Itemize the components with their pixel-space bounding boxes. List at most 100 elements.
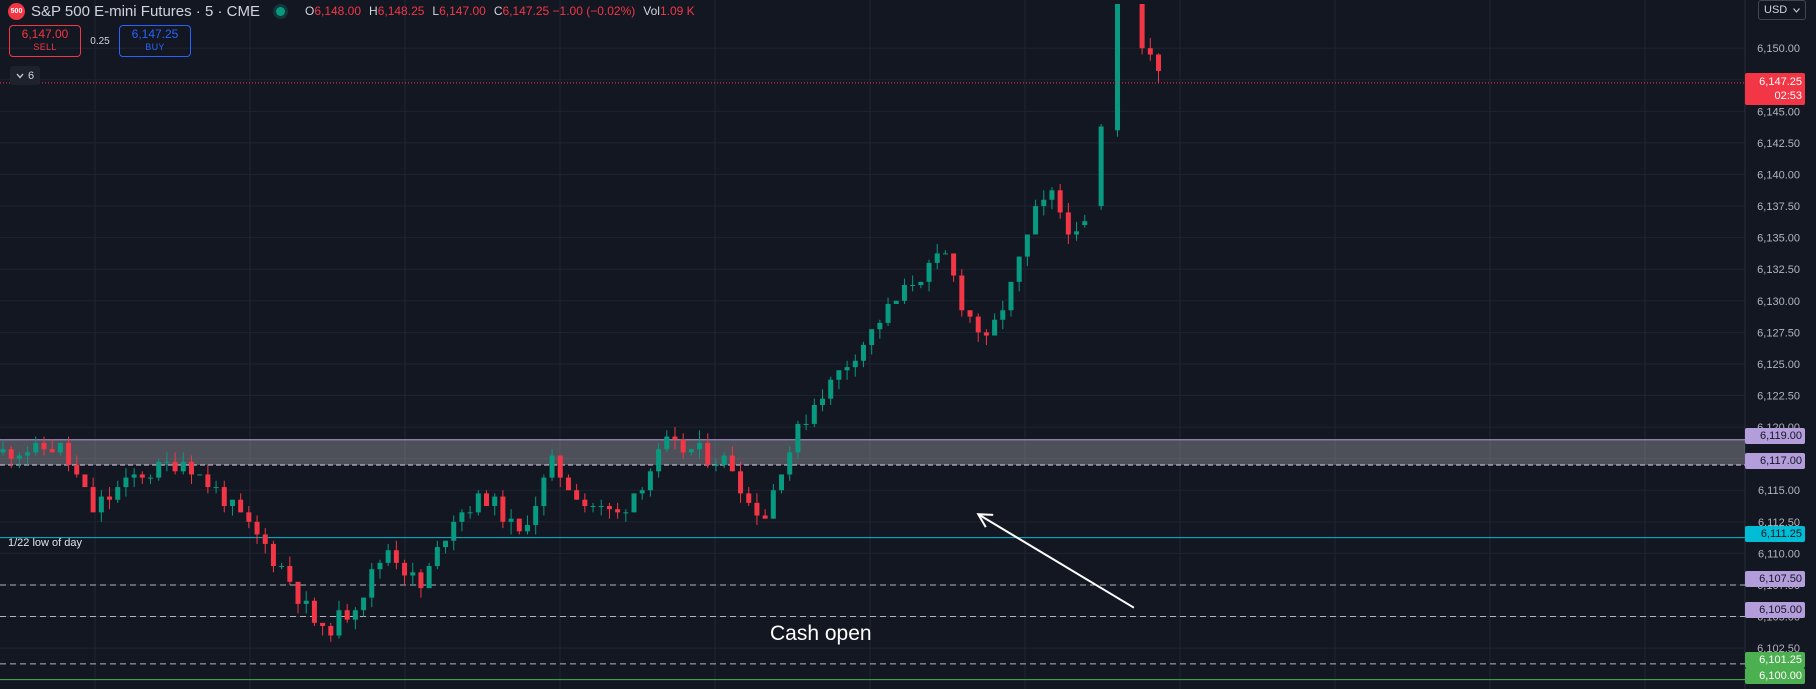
level-6100-label: 6,100.00 [1745, 668, 1805, 684]
candle-body [803, 423, 809, 425]
candle-body [983, 332, 989, 336]
candle-body [852, 360, 858, 368]
price-axis-tick: 6,150.00 [1757, 43, 1800, 55]
candle-body [639, 490, 645, 494]
close-value: 6,147.25 −1.00 (−0.02%) [502, 4, 636, 18]
currency-label: USD [1764, 4, 1788, 16]
candle-body [0, 449, 6, 453]
low-of-day-price-label: 6,111.25 [1745, 526, 1805, 542]
candle-body [156, 461, 162, 478]
candle-body [377, 562, 383, 570]
price-axis-tick: 6,122.50 [1757, 391, 1800, 403]
candle-body [115, 487, 121, 500]
candle-body [885, 303, 891, 323]
candle-body [656, 449, 662, 472]
candle-body [98, 496, 104, 513]
candle-body [1074, 231, 1080, 235]
currency-selector[interactable]: USD [1758, 0, 1806, 20]
candle-body [434, 547, 440, 567]
candle-body [188, 461, 194, 475]
candle-body [8, 449, 14, 459]
low-value: 6,147.00 [439, 4, 486, 18]
candle-body [418, 572, 424, 589]
candle-body [705, 442, 711, 465]
buy-button[interactable]: 6,147.25 BUY [119, 25, 191, 57]
candle-body [328, 626, 334, 636]
candle-body [180, 461, 186, 472]
candle-body [164, 461, 170, 463]
candle-body [492, 496, 498, 507]
candle-body [1139, 4, 1145, 49]
market-status-icon[interactable] [275, 6, 285, 16]
candle-body [238, 499, 244, 513]
candle-body [33, 442, 39, 453]
candle-body [664, 436, 670, 450]
candle-body [74, 464, 80, 475]
candle-body [811, 404, 817, 424]
candle-body [254, 521, 260, 535]
candle-body [123, 477, 129, 488]
level-61013-label: 6,101.25 [1745, 652, 1805, 668]
symbol-legend: 500 S&P 500 E-mini Futures · 5 · CME O 6,… [8, 0, 695, 22]
candle-body [66, 442, 72, 465]
sell-button[interactable]: 6,147.00 SELL [9, 25, 81, 57]
candle-body [967, 310, 973, 317]
candle-body [1147, 48, 1153, 55]
candle-body [451, 521, 457, 541]
candle-body [754, 502, 760, 516]
indicators-toggle[interactable]: 6 [10, 66, 41, 85]
candle-body [262, 534, 268, 544]
candle-body [590, 506, 596, 508]
candle-body [729, 455, 735, 472]
candle-body [385, 550, 391, 563]
candle-body [303, 600, 309, 604]
candle-body [402, 562, 408, 576]
candle-body [287, 566, 293, 582]
symbol-title[interactable]: S&P 500 E-mini Futures · 5 · CME [31, 2, 260, 20]
candle-body [459, 512, 465, 522]
candle-body [1115, 4, 1121, 131]
candle-body [926, 262, 932, 282]
candle-body [836, 370, 842, 380]
low-key: L [432, 4, 440, 18]
candle-body [361, 597, 367, 611]
candle-body [475, 493, 481, 513]
price-axis-tick: 6,115.00 [1758, 485, 1800, 497]
high-value: 6,148.25 [377, 4, 425, 18]
candle-body [647, 471, 653, 491]
candle-body [229, 499, 235, 507]
symbol-logo[interactable]: 500 [8, 2, 25, 20]
candle-body [844, 367, 850, 371]
last-price-value: 6,147.25 [1759, 76, 1802, 88]
candle-body [951, 253, 957, 276]
candle-body [1082, 221, 1088, 226]
candle-body [795, 423, 801, 453]
candle-body [172, 461, 178, 472]
spread-value: 0.25 [90, 35, 110, 47]
candle-body [746, 493, 752, 503]
indicators-count: 6 [28, 69, 35, 82]
candle-body [688, 449, 694, 453]
candle-body [738, 471, 744, 494]
candle-body [877, 322, 883, 330]
candle-body [1065, 212, 1071, 235]
low-of-day-note: 1/22 low of day [8, 537, 82, 549]
candle-body [344, 610, 350, 620]
price-axis-tick: 6,145.00 [1757, 106, 1800, 118]
candle-body [975, 316, 981, 333]
candle-body [320, 622, 326, 627]
sell-label: SELL [33, 42, 57, 52]
candle-body [139, 474, 145, 478]
open-key: O [304, 4, 315, 18]
buy-label: BUY [145, 42, 165, 52]
chevron-down-icon [16, 73, 24, 78]
candle-body [606, 506, 612, 510]
price-axis-tick: 6,112.50 [1758, 517, 1800, 529]
candle-body [934, 253, 940, 263]
open-value: 6,148.00 [314, 4, 362, 18]
candle-body [524, 524, 530, 532]
price-axis-tick: 6,125.00 [1757, 359, 1800, 371]
candle-body [918, 281, 924, 286]
candle-body [426, 566, 432, 589]
